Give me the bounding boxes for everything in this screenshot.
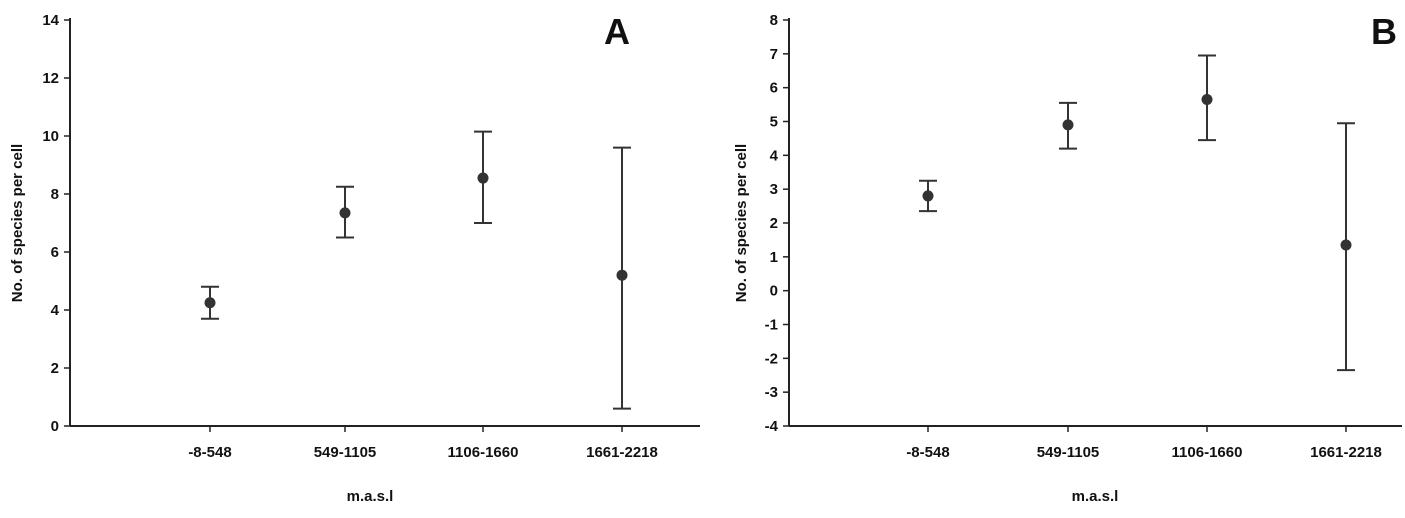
y-tick-label: 8 bbox=[51, 186, 59, 203]
y-tick-label: 3 bbox=[770, 181, 778, 198]
chart-panel-a: 0 2 4 6 8 10 12 14 -8-548 549-1105 1106-1660 1661-2… bbox=[9, 11, 700, 505]
chart-panel-b: -4 -3 -2 -1 0 1 2 3 4 5 6 7 8 -8-548 549-1105 1106-1660… bbox=[733, 11, 1402, 505]
y-tick-label: -2 bbox=[765, 350, 778, 367]
y-tick-label: -3 bbox=[765, 384, 778, 401]
y-axis-title: No. of species per cell bbox=[733, 144, 750, 302]
data-point bbox=[1201, 94, 1213, 106]
y-tick-label: -4 bbox=[765, 418, 779, 435]
panel-label: B bbox=[1371, 11, 1397, 52]
y-tick-label: 0 bbox=[770, 283, 778, 300]
x-tick-label: 1661-2218 bbox=[586, 444, 658, 461]
x-tick-label: 549-1105 bbox=[1037, 444, 1100, 461]
data-point bbox=[922, 190, 934, 202]
data-point bbox=[1062, 119, 1074, 131]
x-axis-title: m.a.s.l bbox=[347, 488, 394, 505]
data-point bbox=[477, 172, 489, 184]
x-axis-title: m.a.s.l bbox=[1072, 488, 1119, 505]
x-tick-label: 1106-1660 bbox=[448, 444, 519, 461]
y-tick-label: 12 bbox=[42, 70, 59, 87]
y-tick-label: 14 bbox=[42, 12, 59, 29]
y-tick-label: 4 bbox=[51, 302, 60, 319]
data-point bbox=[204, 297, 216, 309]
y-tick-label: 4 bbox=[770, 147, 779, 164]
data-point bbox=[339, 207, 351, 219]
x-tick-label: -8-548 bbox=[906, 444, 949, 461]
y-tick-label: 8 bbox=[770, 12, 778, 29]
y-tick-label: 1 bbox=[770, 249, 778, 266]
y-tick-label: 10 bbox=[42, 128, 59, 145]
y-tick-label: 6 bbox=[770, 80, 778, 97]
y-axis-title: No. of species per cell bbox=[9, 144, 26, 302]
x-tick-label: 1661-2218 bbox=[1310, 444, 1382, 461]
panel-label: A bbox=[604, 11, 630, 52]
y-tick-label: 5 bbox=[770, 114, 778, 131]
y-tick-label: -1 bbox=[765, 317, 778, 334]
y-tick-label: 6 bbox=[51, 244, 59, 261]
y-tick-label: 0 bbox=[51, 418, 59, 435]
x-tick-label: 549-1105 bbox=[314, 444, 377, 461]
y-tick-label: 2 bbox=[770, 215, 778, 232]
data-point bbox=[1340, 239, 1352, 251]
y-tick-label: 2 bbox=[51, 360, 59, 377]
data-point bbox=[616, 269, 628, 281]
x-tick-label: -8-548 bbox=[188, 444, 231, 461]
x-tick-label: 1106-1660 bbox=[1172, 444, 1243, 461]
y-tick-label: 7 bbox=[770, 46, 778, 63]
